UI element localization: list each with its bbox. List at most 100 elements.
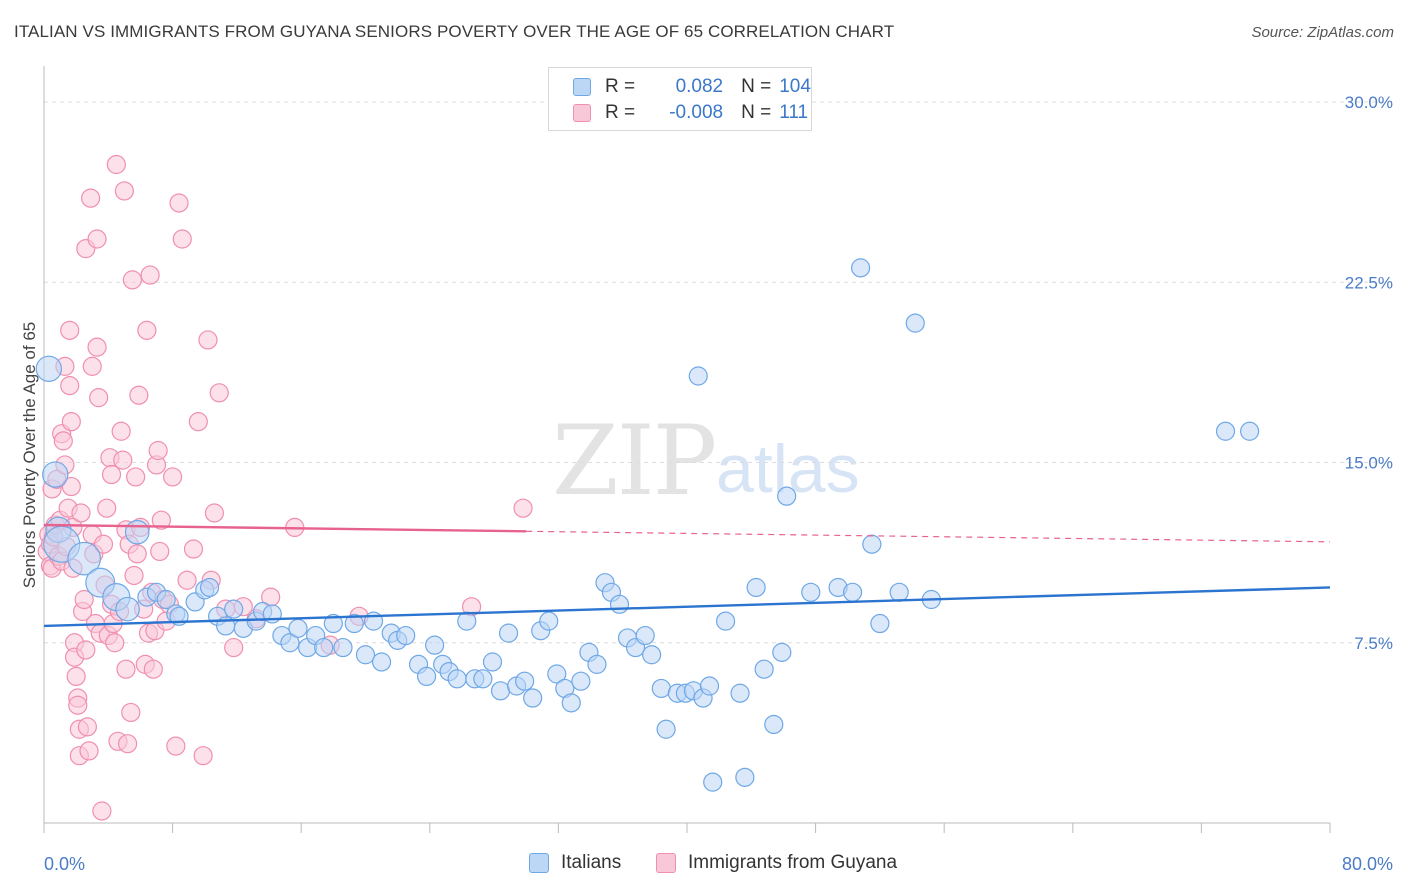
legend-n-label: N = [741, 76, 772, 97]
legend-swatch-italians [573, 78, 591, 96]
guyana-point [87, 229, 107, 249]
guyana-point [209, 383, 229, 403]
italians-point [1215, 421, 1236, 441]
guyana-point [93, 534, 114, 554]
guyana-point [74, 589, 94, 610]
series-swatch-guyana [656, 853, 676, 873]
italians-trend-line [43, 586, 1331, 628]
guyana-point [89, 388, 109, 408]
guyana-point [87, 337, 107, 357]
italians-point [642, 645, 662, 665]
italians-point [523, 688, 543, 708]
guyana-point [129, 385, 149, 405]
y-tick-label: 30.0% [1345, 93, 1393, 112]
italians-point [651, 678, 671, 699]
guyana-point [105, 633, 125, 653]
y-tick-label: 15.0% [1345, 454, 1393, 473]
italians-point [396, 625, 416, 646]
italians-point [323, 613, 343, 634]
italians-point [473, 669, 493, 689]
guyana-point [81, 188, 101, 208]
italians-point [764, 714, 784, 735]
italians-point [67, 541, 101, 576]
guyana-trend-line [43, 523, 527, 533]
italians-point [851, 258, 871, 278]
guyana-point [204, 503, 224, 523]
italians-point [42, 461, 69, 488]
italians-point [115, 596, 140, 622]
italians-point [754, 659, 774, 679]
series-legend-guyana[interactable]: Immigrants from Guyana [656, 852, 897, 874]
italians-point [124, 519, 150, 545]
series-label-italians: Italians [561, 852, 622, 873]
guyana-point [97, 498, 117, 518]
legend-n-label: N = [741, 102, 772, 123]
italians-point [333, 637, 353, 658]
guyana-point [61, 476, 81, 497]
italians-point [635, 625, 655, 646]
guyana-point [169, 193, 189, 213]
legend-r-label: R = [605, 76, 636, 97]
italians-point [609, 594, 630, 614]
italians-point [344, 613, 364, 634]
italians-point [1240, 421, 1260, 441]
italians-point [457, 611, 477, 631]
chart-title: ITALIAN VS IMMIGRANTS FROM GUYANA SENIOR… [14, 22, 895, 41]
guyana-point [513, 498, 533, 518]
guyana-point [151, 510, 171, 530]
italians-point [561, 693, 581, 713]
guyana-point [117, 734, 138, 754]
guyana-point [188, 412, 208, 432]
italians-point [905, 313, 925, 333]
guyana-point [82, 356, 102, 376]
italians-point [35, 355, 63, 382]
y-tick-label: 22.5% [1345, 273, 1393, 292]
guyana-point [126, 467, 146, 487]
italians-point [571, 671, 591, 691]
italians-point [777, 486, 797, 506]
guyana-point [116, 659, 136, 679]
guyana-point [198, 330, 218, 350]
guyana-point [193, 746, 213, 766]
legend-n-value: 111 [779, 102, 809, 123]
guyana-point [101, 464, 122, 485]
guyana-point [143, 659, 163, 679]
series-legend-italians[interactable]: Italians [529, 852, 621, 874]
italians-point [842, 582, 863, 602]
series-label-guyana: Immigrants from Guyana [688, 852, 898, 873]
guyana-point [61, 412, 81, 432]
guyana-point [113, 450, 133, 470]
guyana-point [150, 541, 170, 562]
legend-r-value: -0.008 [669, 102, 724, 123]
guyana-point [122, 270, 143, 290]
guyana-point [60, 376, 80, 396]
guyana-point [114, 181, 134, 201]
guyana-point [148, 440, 168, 461]
guyana-point [127, 544, 147, 564]
italians-point [656, 719, 676, 739]
italians-point [447, 669, 467, 689]
italians-point [715, 611, 736, 631]
guyana-point [68, 695, 88, 715]
italians-point [280, 633, 300, 653]
x-tick-label-min: 0.0% [44, 854, 85, 874]
guyana-point [79, 741, 99, 761]
italians-point [199, 577, 220, 598]
italians-point [224, 599, 244, 619]
italians-point [746, 577, 766, 598]
guyana-trend-line-dashed [526, 530, 1331, 543]
guyana-point [172, 229, 192, 249]
italians-point [539, 611, 559, 631]
italians-point [703, 772, 723, 792]
italians-point [772, 642, 792, 662]
italians-point [870, 613, 890, 634]
guyana-point [60, 320, 80, 340]
watermark-zip: ZIP [552, 405, 717, 517]
x-tick-label-max: 80.0% [1342, 854, 1393, 874]
guyana-point [66, 666, 86, 687]
series-legend: Italians Immigrants from Guyana [0, 852, 1406, 876]
italians-point [730, 683, 750, 703]
guyana-point [140, 265, 160, 285]
italians-point [735, 767, 755, 787]
